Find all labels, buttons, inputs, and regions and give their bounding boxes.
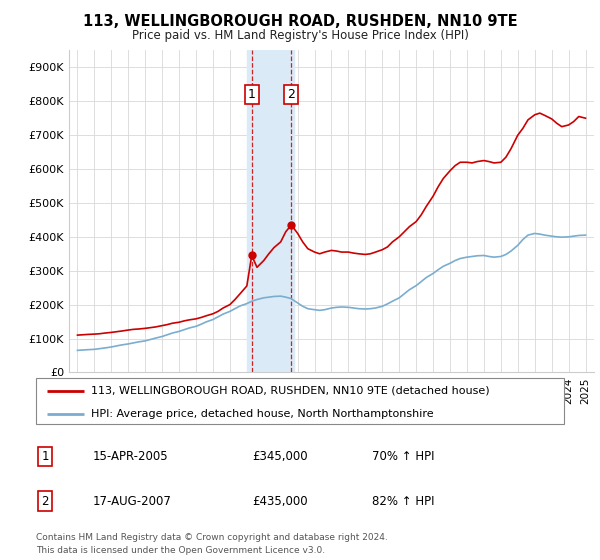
Text: 1: 1 [41,450,49,463]
Text: 1: 1 [248,88,256,101]
Text: £435,000: £435,000 [252,494,308,508]
Text: £345,000: £345,000 [252,450,308,463]
FancyBboxPatch shape [36,378,564,424]
Text: 2: 2 [287,88,295,101]
Text: 82% ↑ HPI: 82% ↑ HPI [372,494,434,508]
Text: 2: 2 [41,494,49,508]
Text: 17-AUG-2007: 17-AUG-2007 [93,494,172,508]
Text: Price paid vs. HM Land Registry's House Price Index (HPI): Price paid vs. HM Land Registry's House … [131,29,469,42]
Text: 15-APR-2005: 15-APR-2005 [93,450,169,463]
Text: Contains HM Land Registry data © Crown copyright and database right 2024.: Contains HM Land Registry data © Crown c… [36,533,388,542]
Bar [247,50,294,372]
Text: 70% ↑ HPI: 70% ↑ HPI [372,450,434,463]
Text: 113, WELLINGBOROUGH ROAD, RUSHDEN, NN10 9TE (detached house): 113, WELLINGBOROUGH ROAD, RUSHDEN, NN10 … [91,386,490,396]
Text: HPI: Average price, detached house, North Northamptonshire: HPI: Average price, detached house, Nort… [91,409,434,419]
Text: This data is licensed under the Open Government Licence v3.0.: This data is licensed under the Open Gov… [36,546,325,555]
Text: 113, WELLINGBOROUGH ROAD, RUSHDEN, NN10 9TE: 113, WELLINGBOROUGH ROAD, RUSHDEN, NN10 … [83,14,517,29]
